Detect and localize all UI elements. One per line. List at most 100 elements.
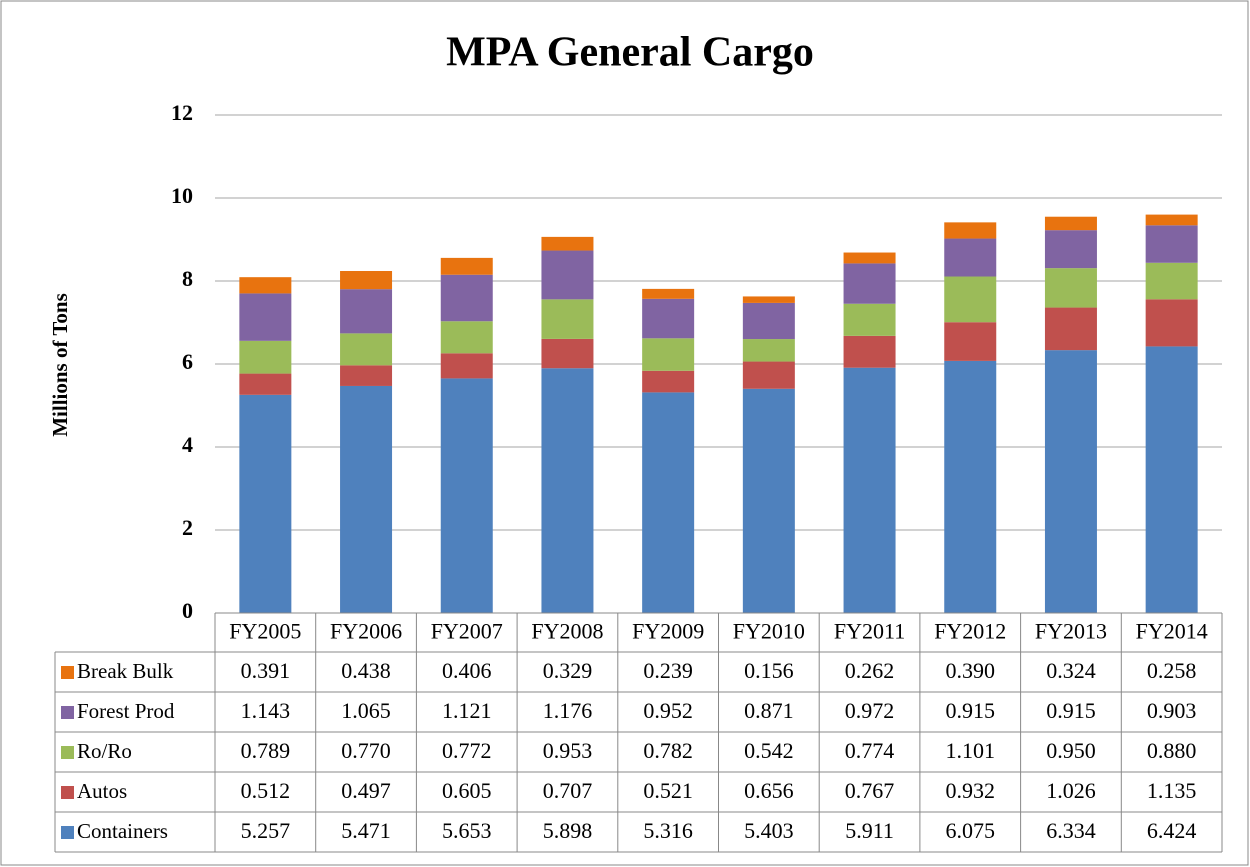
- x-tick-label: FY2013: [1035, 619, 1107, 644]
- x-tick-label: FY2010: [733, 619, 805, 644]
- table-value: 0.512: [241, 778, 291, 803]
- table-value: 5.403: [744, 818, 794, 843]
- table-value: 5.911: [845, 818, 894, 843]
- table-value: 0.880: [1147, 738, 1197, 763]
- bar-segment: [239, 277, 292, 294]
- bar-segment: [642, 298, 695, 339]
- bar-segment: [1145, 262, 1198, 300]
- bar-segment: [239, 373, 292, 395]
- bar-segment: [1145, 346, 1198, 613]
- bar-segment: [440, 257, 493, 275]
- table-value: 0.871: [744, 698, 794, 723]
- table-value: 5.653: [442, 818, 492, 843]
- table-value: 0.656: [744, 778, 794, 803]
- x-tick-label: FY2012: [934, 619, 1006, 644]
- table-value: 0.542: [744, 738, 794, 763]
- table-value: 0.707: [543, 778, 593, 803]
- bar-segment: [541, 299, 594, 339]
- bar-segment: [239, 293, 292, 341]
- legend-swatch: [61, 706, 74, 719]
- table-value: 0.950: [1046, 738, 1096, 763]
- table-value: 1.176: [543, 698, 593, 723]
- bar-segment: [340, 333, 393, 366]
- bar-segment: [1044, 268, 1097, 308]
- legend-label: Forest Prod: [77, 699, 175, 723]
- x-tick-label: FY2005: [229, 619, 301, 644]
- table-value: 6.424: [1147, 818, 1197, 843]
- legend-label: Autos: [77, 779, 127, 803]
- bar-segment: [340, 365, 393, 386]
- x-tick-label: FY2009: [632, 619, 704, 644]
- table-value: 5.316: [643, 818, 693, 843]
- legend-label: Break Bulk: [77, 659, 174, 683]
- bar-segment: [742, 296, 795, 303]
- table-value: 6.075: [946, 818, 996, 843]
- bar-segment: [239, 394, 292, 613]
- bar-segment: [843, 303, 896, 336]
- table-value: 1.135: [1147, 778, 1197, 803]
- x-tick-label: FY2011: [834, 619, 905, 644]
- legend-swatch: [61, 746, 74, 759]
- bar-segment: [1044, 216, 1097, 231]
- table-value: 0.774: [845, 738, 895, 763]
- y-tick-label: 8: [182, 266, 193, 291]
- bar-segment: [340, 289, 393, 334]
- table-value: 0.770: [341, 738, 391, 763]
- bar-segment: [239, 340, 292, 374]
- bar-segment: [843, 367, 896, 613]
- bar-segment: [340, 385, 393, 613]
- bar-segment: [944, 322, 997, 361]
- bar-segment: [944, 360, 997, 613]
- bar-segment: [944, 222, 997, 239]
- bar-segment: [642, 370, 695, 393]
- bar-segment: [843, 263, 896, 304]
- y-tick-label: 0: [182, 598, 193, 623]
- table-value: 0.391: [241, 658, 291, 683]
- x-tick-label: FY2008: [531, 619, 603, 644]
- bar-segment: [541, 250, 594, 300]
- legend-label: Containers: [77, 819, 168, 843]
- y-tick-label: 12: [171, 100, 193, 125]
- table-value: 5.898: [543, 818, 593, 843]
- y-tick-label: 10: [171, 183, 193, 208]
- bar-segment: [340, 270, 393, 290]
- table-value: 0.915: [1046, 698, 1096, 723]
- table-value: 6.334: [1046, 818, 1096, 843]
- table-value: 0.932: [946, 778, 996, 803]
- bar-segment: [1145, 299, 1198, 347]
- table-value: 1.143: [241, 698, 291, 723]
- bar-segment: [642, 338, 695, 371]
- bar-segment: [742, 302, 795, 340]
- y-tick-label: 2: [182, 515, 193, 540]
- bar-segment: [1044, 350, 1097, 613]
- bar-segment: [742, 388, 795, 613]
- table-value: 0.953: [543, 738, 593, 763]
- table-value: 0.972: [845, 698, 895, 723]
- table-value: 5.257: [241, 818, 291, 843]
- legend-swatch: [61, 826, 74, 839]
- table-value: 0.329: [543, 658, 593, 683]
- bar-segment: [1044, 230, 1097, 269]
- table-value: 0.497: [341, 778, 391, 803]
- table-value: 0.903: [1147, 698, 1197, 723]
- bar-segment: [944, 276, 997, 323]
- bar-segment: [541, 338, 594, 369]
- x-tick-label: FY2014: [1136, 619, 1208, 644]
- table-value: 0.406: [442, 658, 492, 683]
- table-value: 1.026: [1046, 778, 1096, 803]
- table-value: 0.521: [643, 778, 693, 803]
- bar-segment: [642, 288, 695, 299]
- legend-swatch: [61, 666, 74, 679]
- table-value: 0.390: [946, 658, 996, 683]
- bar-segment: [843, 252, 896, 264]
- legend-label: Ro/Ro: [77, 739, 132, 763]
- legend-swatch: [61, 786, 74, 799]
- table-value: 1.121: [442, 698, 492, 723]
- table-value: 0.258: [1147, 658, 1197, 683]
- y-tick-label: 4: [182, 432, 193, 457]
- table-value: 0.262: [845, 658, 895, 683]
- x-tick-label: FY2007: [431, 619, 503, 644]
- table-value: 0.767: [845, 778, 895, 803]
